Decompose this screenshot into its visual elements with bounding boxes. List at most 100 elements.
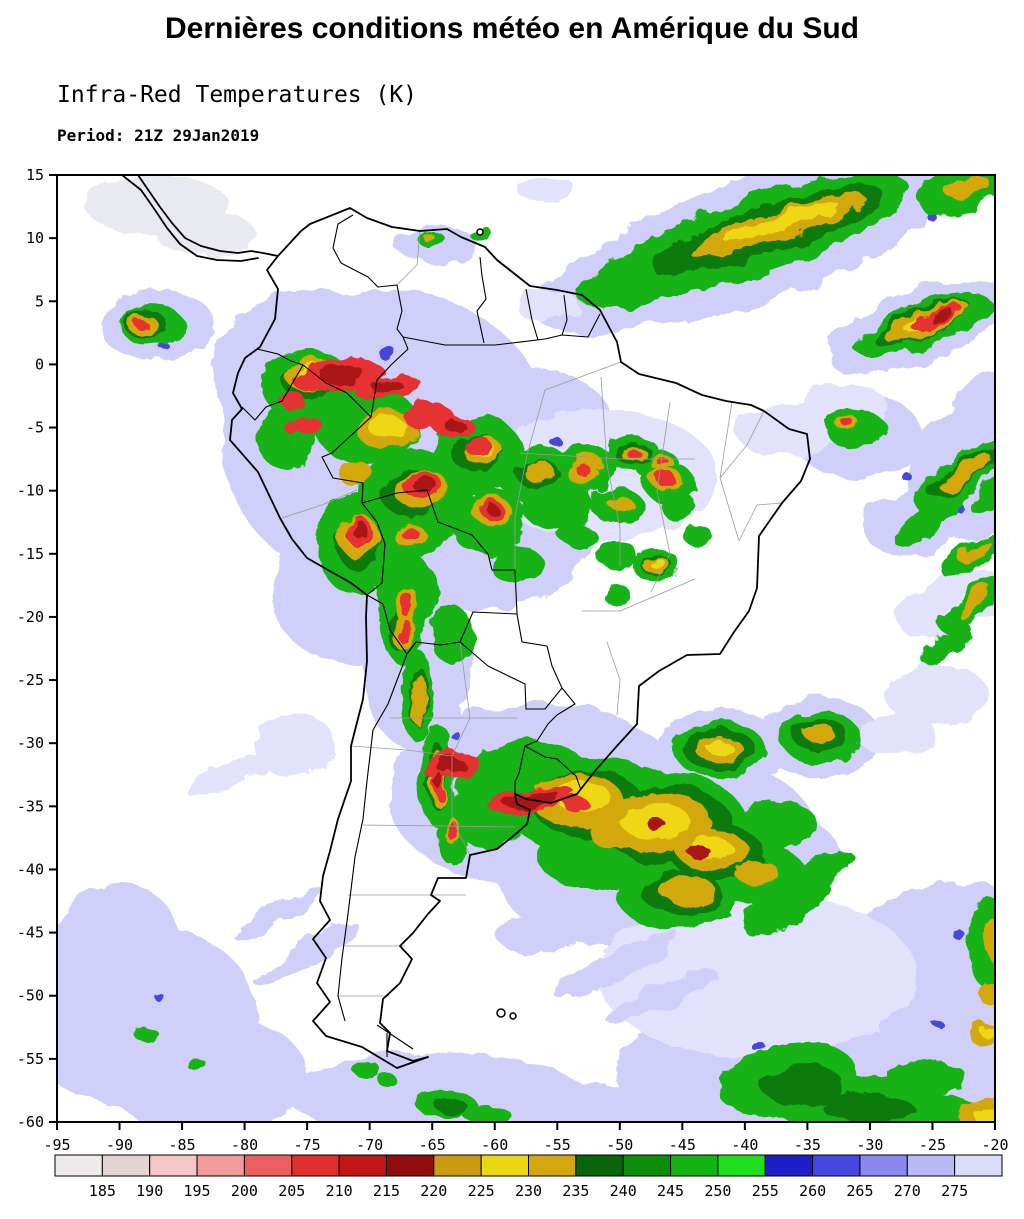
state-border [719, 401, 740, 542]
colorbar-label: 245 [657, 1182, 684, 1200]
state-border [650, 401, 671, 593]
colorbar-cell [670, 1154, 719, 1177]
x-tick-label: -40 [731, 1136, 758, 1154]
y-tick-label: 5 [35, 292, 44, 310]
y-tick-label: -15 [17, 545, 44, 563]
y-tick-label: -50 [17, 987, 44, 1005]
colorbar-cell [575, 1154, 624, 1177]
colorbar-label: 240 [610, 1182, 637, 1200]
x-tick-label: -85 [169, 1136, 196, 1154]
state-border [519, 452, 695, 460]
country-border [561, 294, 568, 336]
country-border [256, 348, 304, 366]
state-border [362, 824, 516, 828]
x-tick-label: -80 [231, 1136, 258, 1154]
y-tick-label: -35 [17, 797, 44, 815]
colorbar-cell [480, 1154, 529, 1177]
ir-temperature-shading-layer [57, 175, 995, 1122]
colorbar-cell [812, 1154, 861, 1177]
colorbar-cell [101, 1154, 151, 1177]
colorbar-label: 265 [846, 1182, 873, 1200]
colorbar-label: 220 [420, 1182, 447, 1200]
y-tick-label: -45 [17, 924, 44, 942]
country-border [361, 489, 518, 615]
x-tick-label: -60 [481, 1136, 508, 1154]
colorbar-label: 205 [278, 1182, 305, 1200]
colorbar-label: 195 [184, 1182, 211, 1200]
state-border [738, 502, 783, 542]
country-border [241, 364, 304, 421]
colorbar-cell [433, 1154, 482, 1177]
country-border [516, 613, 563, 689]
colorbar-label: 255 [752, 1182, 779, 1200]
colorbar-cell [859, 1154, 908, 1177]
colorbar-label: 185 [89, 1182, 116, 1200]
country-border [366, 594, 408, 655]
x-tick-label: -20 [981, 1136, 1008, 1154]
colorbar-label: 235 [562, 1182, 589, 1200]
y-axis-latitude: 15 10 5 0 -5 -10 -15 -20 -25 -30 -35 -40 -45 -50 -55 -6… [17, 166, 57, 1131]
central-america-coastline [121, 175, 279, 262]
coastline-and-borders-layer [121, 175, 811, 1069]
period-label: Period: 21Z 29Jan2019 [57, 126, 260, 145]
colorbar-cell [906, 1154, 956, 1177]
y-tick-label: 15 [26, 166, 44, 184]
x-tick-label: -95 [43, 1136, 70, 1154]
colorbar-cell [385, 1154, 435, 1177]
colorbar-cell [291, 1154, 340, 1177]
temperature-colorbar: 185 190 195 200 205 210 215 220 225 230 235 240 245 2… [54, 1154, 1003, 1200]
colorbar-cell [338, 1154, 387, 1177]
x-tick-label: -25 [919, 1136, 946, 1154]
country-border [459, 611, 518, 643]
country-border [514, 687, 576, 794]
colorbar-label: 200 [231, 1182, 258, 1200]
page-title: Dernières conditions météo en Amérique d… [164, 12, 859, 45]
state-border [281, 489, 358, 519]
colorbar-label: 215 [373, 1182, 400, 1200]
y-tick-label: -60 [17, 1113, 44, 1131]
country-border [361, 502, 386, 596]
island [476, 228, 484, 236]
state-border [719, 410, 765, 479]
country-border [476, 256, 487, 344]
x-tick-label: -50 [606, 1136, 633, 1154]
colorbar-cell [528, 1154, 577, 1177]
x-tick-label: -75 [294, 1136, 321, 1154]
y-tick-label: -30 [17, 734, 44, 752]
y-tick-label: -25 [17, 671, 44, 689]
colorbar-label: 270 [894, 1182, 921, 1200]
y-tick-label: 0 [35, 355, 44, 373]
state-border [350, 745, 453, 757]
colorbar-cell [954, 1154, 1003, 1177]
x-axis-longitude: -95 -90 -85 -80 -75 -70 -65 -60 -55 -50 -45 -40 -35 -… [43, 1122, 1009, 1154]
country-border [376, 1024, 414, 1050]
map-subtitle: Infra-Red Temperatures (K) [57, 82, 418, 108]
country-border [524, 745, 582, 791]
country-border [459, 641, 563, 710]
colorbar-label: 230 [515, 1182, 542, 1200]
country-border [406, 641, 461, 655]
state-border [606, 641, 621, 716]
colorbar-cell [196, 1154, 245, 1177]
colorbar-cell [717, 1154, 766, 1177]
colorbar-cell [764, 1154, 814, 1177]
country-border [337, 653, 408, 1022]
colorbar-label: 275 [941, 1182, 968, 1200]
colorbar-cell [54, 1154, 103, 1177]
y-tick-label: -55 [17, 1050, 44, 1068]
colorbar-label: 250 [704, 1182, 731, 1200]
colorbar-label: 190 [136, 1182, 163, 1200]
colorbar-cell [622, 1154, 672, 1177]
y-tick-label: 10 [26, 229, 44, 247]
island [509, 1012, 517, 1020]
map-plot-area [57, 175, 995, 1122]
state-border [396, 230, 421, 286]
state-border [514, 361, 622, 570]
state-border [582, 578, 696, 612]
colorbar-cell [243, 1154, 293, 1177]
x-tick-label: -65 [419, 1136, 446, 1154]
x-tick-label: -30 [856, 1136, 883, 1154]
colorbar-label: 260 [799, 1182, 826, 1200]
